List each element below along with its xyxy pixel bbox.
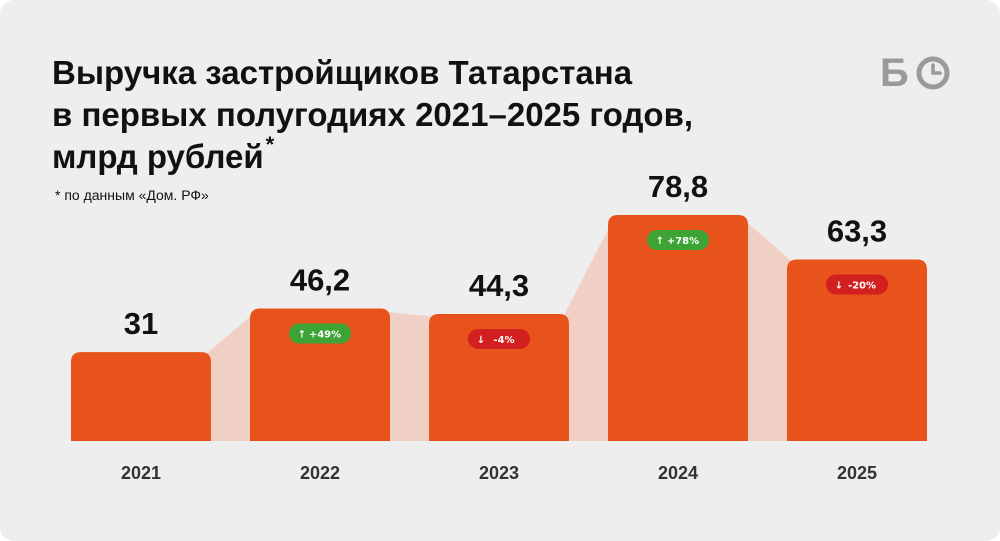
bar-2025 [787, 259, 927, 441]
change-text-2024: +78% [667, 236, 699, 247]
arrow-up-icon: ↑ [656, 236, 664, 247]
change-badge-2024 [647, 230, 709, 250]
bo-logo: Б [880, 51, 950, 95]
bar-2024 [608, 215, 748, 441]
bar-2022 [250, 308, 390, 441]
change-text-2023: -4% [493, 335, 514, 346]
logo-letter: Б [880, 51, 909, 95]
value-label-2022: 46,2 [290, 262, 350, 297]
year-label-2025: 2025 [837, 463, 877, 483]
change-text-2022: +49% [309, 329, 341, 340]
year-label-2022: 2022 [300, 463, 340, 483]
value-label-2021: 31 [124, 306, 158, 341]
value-label-2023: 44,3 [469, 268, 529, 303]
clock-icon [916, 56, 950, 90]
title-footnote-mark: * [265, 132, 275, 157]
year-label-2023: 2023 [479, 463, 519, 483]
value-label-2024: 78,8 [648, 169, 708, 204]
change-badge-2022 [289, 323, 351, 344]
source-note: * по данным «Дом. РФ» [55, 187, 209, 203]
arrow-up-icon: ↑ [298, 329, 306, 340]
arrow-down-icon: ↓ [835, 280, 843, 291]
change-badge-2023 [468, 328, 530, 349]
connector-2024-2025 [742, 218, 793, 441]
arrow-down-icon: ↓ [477, 335, 485, 346]
chart-title: Выручка застройщиков Татарстана в первых… [52, 52, 832, 178]
title-line-2: в первых полугодиях 2021–2025 годов, [52, 96, 694, 133]
connector-2021-2022 [205, 311, 256, 441]
change-text-2025: -20% [848, 280, 876, 291]
title-line-1: Выручка застройщиков Татарстана [52, 54, 633, 91]
year-label-2024: 2024 [658, 463, 698, 483]
connector-2022-2023 [384, 311, 435, 441]
bar-2021 [71, 352, 211, 441]
title-line-3-text: млрд рублей [52, 138, 264, 175]
year-label-2021: 2021 [121, 463, 161, 483]
connector-2023-2024 [563, 218, 614, 441]
value-label-2025: 63,3 [827, 213, 887, 248]
change-badge-2025 [826, 274, 888, 295]
title-line-3: млрд рублей* [52, 134, 832, 178]
bar-2023 [429, 313, 569, 441]
